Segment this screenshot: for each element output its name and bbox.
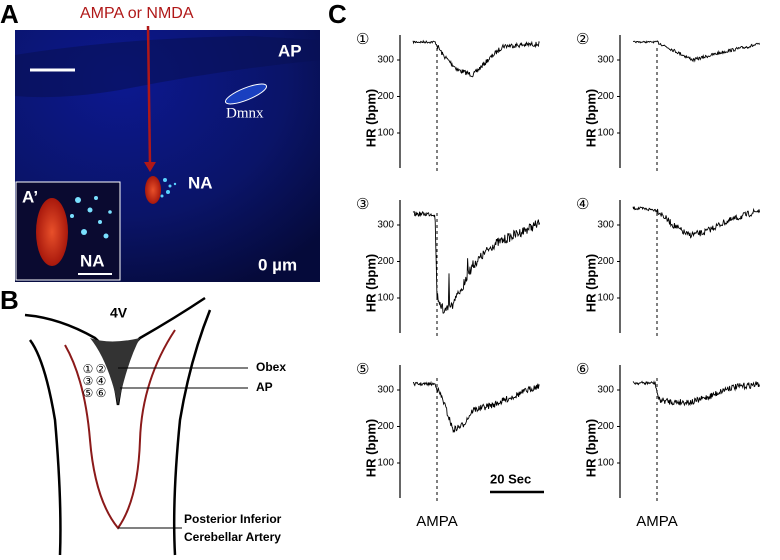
y-tick-label: 200 (597, 256, 614, 267)
panel-label: C (328, 0, 347, 29)
y-axis-label: HR (bpm) (363, 254, 378, 313)
site-number: ⑥ (96, 386, 107, 400)
artery-label: Cerebellar Artery (184, 530, 281, 544)
y-tick-label: 200 (377, 256, 394, 267)
obex-label: Obex (256, 360, 286, 374)
y-tick-label: 100 (377, 128, 394, 139)
y-tick-label: 100 (597, 458, 614, 469)
site-number: ⑤ (83, 386, 94, 400)
y-tick-label: 300 (377, 220, 394, 231)
y-tick-label: 100 (597, 293, 614, 304)
brainstem-right (172, 309, 212, 556)
stimulus-label: AMPA (416, 513, 457, 530)
hr-trace (632, 206, 761, 239)
injection-site (145, 176, 161, 204)
hr-trace (632, 380, 761, 407)
stimulus-label: AMPA (636, 513, 677, 530)
injection-label: AMPA or NMDA (80, 5, 194, 22)
plot-number: ③ (356, 196, 369, 213)
y-tick-label: 300 (597, 55, 614, 66)
panel-label: A (0, 0, 19, 29)
y-tick-label: 200 (377, 421, 394, 432)
depth-label: 0 µm (258, 255, 297, 274)
site-number: ③ (83, 374, 94, 388)
hr-trace (412, 380, 540, 434)
inset (15, 181, 121, 281)
artery-label: Posterior Inferior (184, 512, 282, 526)
y-tick-label: 200 (377, 91, 394, 102)
ventricle (90, 338, 140, 405)
hr-trace (412, 39, 540, 78)
injection-track (146, 25, 152, 166)
arrowhead (144, 162, 156, 172)
y-axis-label: HR (bpm) (583, 89, 598, 148)
inset-na-label: NA (80, 251, 105, 270)
time-scale-label: 20 Sec (490, 471, 531, 486)
panel-label: B (0, 285, 19, 315)
brainstem-left (28, 339, 62, 556)
y-tick-label: 300 (597, 385, 614, 396)
y-tick-label: 100 (597, 128, 614, 139)
ap-label: AP (278, 41, 302, 60)
plot-number: ④ (576, 196, 589, 213)
plot-number: ⑥ (576, 361, 589, 378)
inset-label: A’ (22, 187, 38, 206)
y-tick-label: 300 (377, 55, 394, 66)
site-number: ② (96, 362, 107, 376)
dmnx-outline (224, 83, 268, 105)
inset-cells (70, 196, 112, 239)
y-tick-label: 200 (597, 421, 614, 432)
inset-injection (36, 198, 68, 266)
y-tick-label: 100 (377, 293, 394, 304)
y-tick-label: 300 (597, 220, 614, 231)
y-axis-label: HR (bpm) (363, 419, 378, 478)
y-axis-label: HR (bpm) (583, 419, 598, 478)
hr-trace (632, 40, 761, 63)
tissue-shade (15, 36, 320, 98)
hr-trace (412, 210, 541, 314)
ap-label: AP (256, 380, 273, 394)
ventricle-label: 4V (110, 305, 128, 321)
y-axis-label: HR (bpm) (583, 254, 598, 313)
na-cells (160, 178, 177, 198)
site-number: ① (83, 362, 94, 376)
dmnx-label: Dmnx (226, 105, 264, 121)
y-tick-label: 100 (377, 458, 394, 469)
plot-number: ② (576, 31, 589, 48)
y-axis-label: HR (bpm) (363, 89, 378, 148)
y-tick-label: 200 (597, 91, 614, 102)
site-number: ④ (96, 374, 107, 388)
plot-number: ① (356, 31, 369, 48)
plot-number: ⑤ (356, 361, 369, 378)
y-tick-label: 300 (377, 385, 394, 396)
na-label: NA (188, 173, 213, 192)
